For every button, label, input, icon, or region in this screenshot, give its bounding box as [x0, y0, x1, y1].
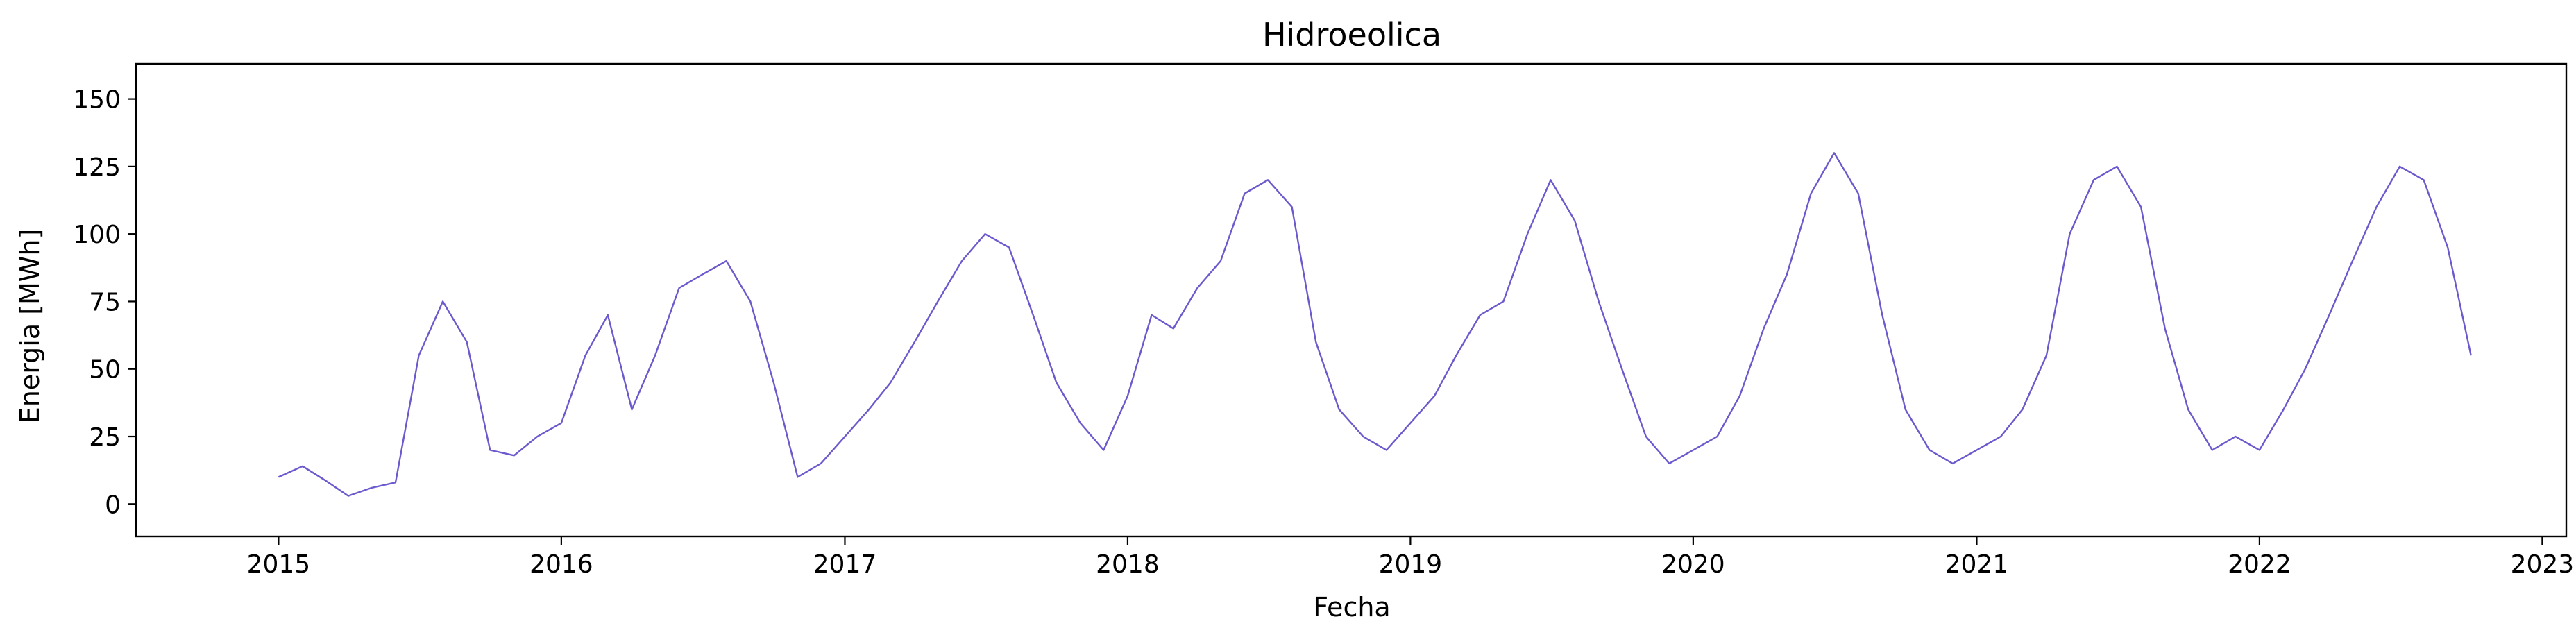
x-tick-label: 2015 [247, 550, 311, 579]
x-tick-label: 2023 [2511, 550, 2575, 579]
x-tick-label: 2021 [1945, 550, 2009, 579]
x-axis-label: Fecha [1313, 592, 1390, 622]
x-axis: 2015 2016 2017 2018 2019 2020 2021 2022 2023 [247, 536, 2575, 579]
y-tick-label: 75 [89, 288, 121, 316]
y-axis-label: Energia [MWh] [15, 229, 45, 424]
x-tick-label: 2020 [1661, 550, 1725, 579]
series-line [278, 152, 2472, 497]
y-tick-label: 25 [89, 423, 121, 452]
x-tick-label: 2018 [1096, 550, 1160, 579]
x-tick-label: 2017 [813, 550, 877, 579]
y-tick-label: 100 [73, 221, 121, 249]
y-axis: 0 25 50 75 100 125 150 [73, 86, 136, 519]
y-tick-label: 50 [89, 356, 121, 384]
plot-frame [135, 62, 2568, 538]
x-tick-label: 2016 [529, 550, 593, 579]
x-tick-label: 2022 [2228, 550, 2291, 579]
plot-area [135, 62, 2568, 538]
x-tick-label: 2019 [1379, 550, 1443, 579]
y-tick-label: 150 [73, 86, 121, 115]
chart-title: Hidroeolica [1262, 16, 1441, 53]
y-tick-label: 0 [105, 491, 121, 519]
y-tick-label: 125 [73, 153, 121, 182]
